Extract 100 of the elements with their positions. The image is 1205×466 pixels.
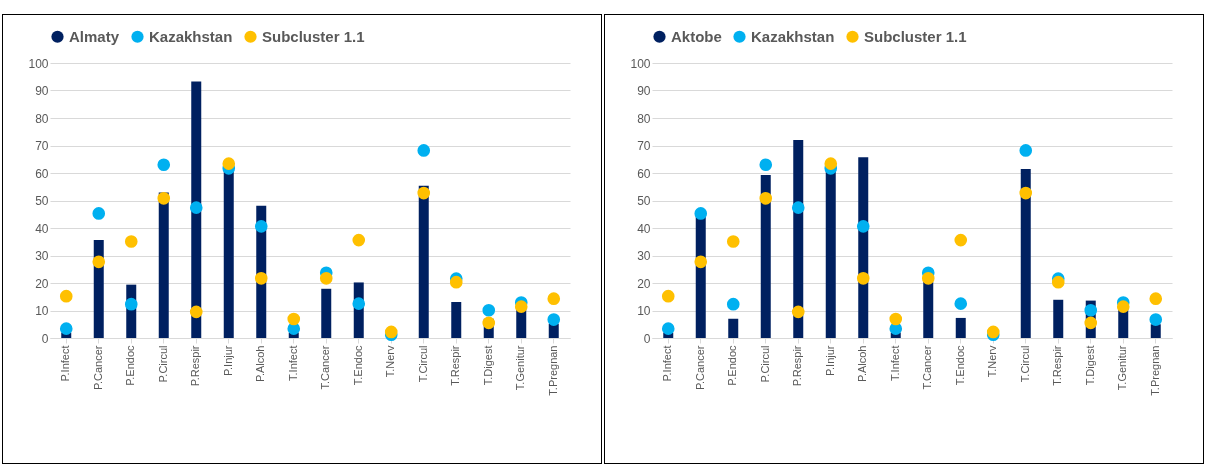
point — [661, 322, 675, 335]
x-tick-label: T.Nerv — [986, 345, 999, 378]
point — [222, 157, 236, 170]
y-tick-label: 80 — [35, 111, 49, 126]
x-tick-label: T.Nerv — [384, 345, 397, 378]
x-tick-label: P.Circul — [758, 345, 771, 383]
bar — [923, 281, 934, 338]
bar — [548, 323, 559, 338]
x-tick-label: T.Genitur — [514, 345, 527, 391]
point — [547, 313, 561, 326]
y-tick-label: 0 — [41, 331, 49, 346]
point — [856, 272, 870, 285]
bar — [760, 174, 771, 338]
x-tick-label: T.Infect — [286, 345, 299, 381]
y-tick-label: 60 — [637, 166, 651, 181]
y-tick-label: 50 — [637, 194, 651, 208]
x-tick-label: P.Cancer — [693, 345, 706, 390]
point — [694, 255, 708, 269]
point — [547, 292, 561, 305]
point — [189, 201, 203, 214]
point — [954, 297, 968, 310]
y-tick-label: 90 — [35, 84, 49, 98]
point — [417, 144, 431, 157]
point — [1051, 275, 1065, 289]
point — [1084, 316, 1098, 330]
point — [1149, 313, 1163, 326]
point — [482, 316, 496, 330]
point — [856, 220, 870, 233]
y-tick-label: 30 — [637, 249, 651, 263]
point — [791, 305, 805, 319]
legend-label: Subcluster 1.1 — [262, 27, 365, 45]
bar — [1053, 299, 1064, 338]
x-tick-label: T.Pregnan — [546, 345, 559, 396]
y-tick-label: 40 — [637, 221, 651, 236]
x-tick-label: P.Injur — [823, 345, 836, 376]
x-tick-label: P.Respir — [791, 345, 804, 387]
bar — [1150, 324, 1161, 338]
y-tick-label: 70 — [637, 139, 651, 153]
x-tick-label: P.Endoc — [726, 345, 739, 386]
legend-label: Aktobe — [671, 27, 722, 45]
point — [92, 207, 106, 220]
x-tick-label: P.Respir — [189, 345, 202, 387]
x-tick-label: T.Respir — [1051, 345, 1064, 386]
bar — [451, 301, 462, 338]
x-tick-label: P.Endoc — [124, 345, 137, 386]
point — [352, 233, 366, 247]
legend-label: Subcluster 1.1 — [864, 27, 967, 45]
y-tick-label: 20 — [35, 276, 49, 291]
legend-label: Kazakhstan — [751, 27, 835, 45]
point — [417, 186, 431, 200]
point — [59, 322, 73, 335]
x-tick-label: T.Pregnan — [1148, 345, 1161, 396]
point — [1149, 292, 1163, 305]
point — [661, 289, 675, 303]
x-tick-label: P.Infect — [661, 345, 674, 382]
point — [449, 275, 463, 289]
bar — [321, 288, 332, 338]
point — [921, 272, 935, 285]
x-tick-label: T.Respir — [449, 345, 462, 386]
x-tick-label: T.Endoc — [351, 345, 364, 386]
y-tick-label: 60 — [35, 166, 49, 181]
point — [514, 300, 528, 313]
x-tick-label: P.Circul — [156, 345, 169, 383]
point — [1084, 303, 1098, 317]
x-tick-label: T.Cancer — [921, 345, 934, 390]
x-tick-label: T.Digest — [481, 345, 494, 386]
y-tick-label: 80 — [637, 111, 651, 126]
point — [726, 297, 740, 311]
bar — [728, 318, 739, 338]
x-tick-label: P.Alcoh — [856, 345, 869, 382]
point — [287, 312, 301, 326]
y-tick-label: 40 — [35, 221, 49, 236]
y-tick-label: 30 — [35, 249, 49, 263]
point — [157, 158, 171, 172]
point — [1019, 186, 1033, 200]
bar — [191, 81, 202, 338]
point — [254, 220, 268, 233]
x-tick-label: T.Digest — [1083, 345, 1096, 386]
bar — [418, 185, 429, 338]
bar — [1020, 168, 1031, 338]
x-tick-label: T.Cancer — [319, 345, 332, 390]
point — [1019, 144, 1033, 157]
point — [1116, 300, 1130, 313]
point — [189, 305, 203, 319]
y-tick-label: 10 — [637, 304, 651, 318]
legend-label: Kazakhstan — [149, 27, 233, 45]
point — [759, 191, 773, 205]
y-tick-label: 70 — [35, 139, 49, 153]
x-tick-label: P.Alcoh — [254, 345, 267, 382]
bar — [955, 317, 966, 338]
y-tick-label: 50 — [35, 194, 49, 208]
point — [319, 272, 333, 285]
x-tick-label: T.Circul — [1018, 345, 1031, 383]
x-tick-label: P.Injur — [221, 345, 234, 376]
x-tick-label: T.Endoc — [953, 345, 966, 386]
point — [824, 157, 838, 170]
y-tick-label: 20 — [637, 276, 651, 291]
bar — [158, 192, 169, 338]
x-tick-label: T.Infect — [888, 345, 901, 381]
y-tick-label: 90 — [637, 84, 651, 98]
